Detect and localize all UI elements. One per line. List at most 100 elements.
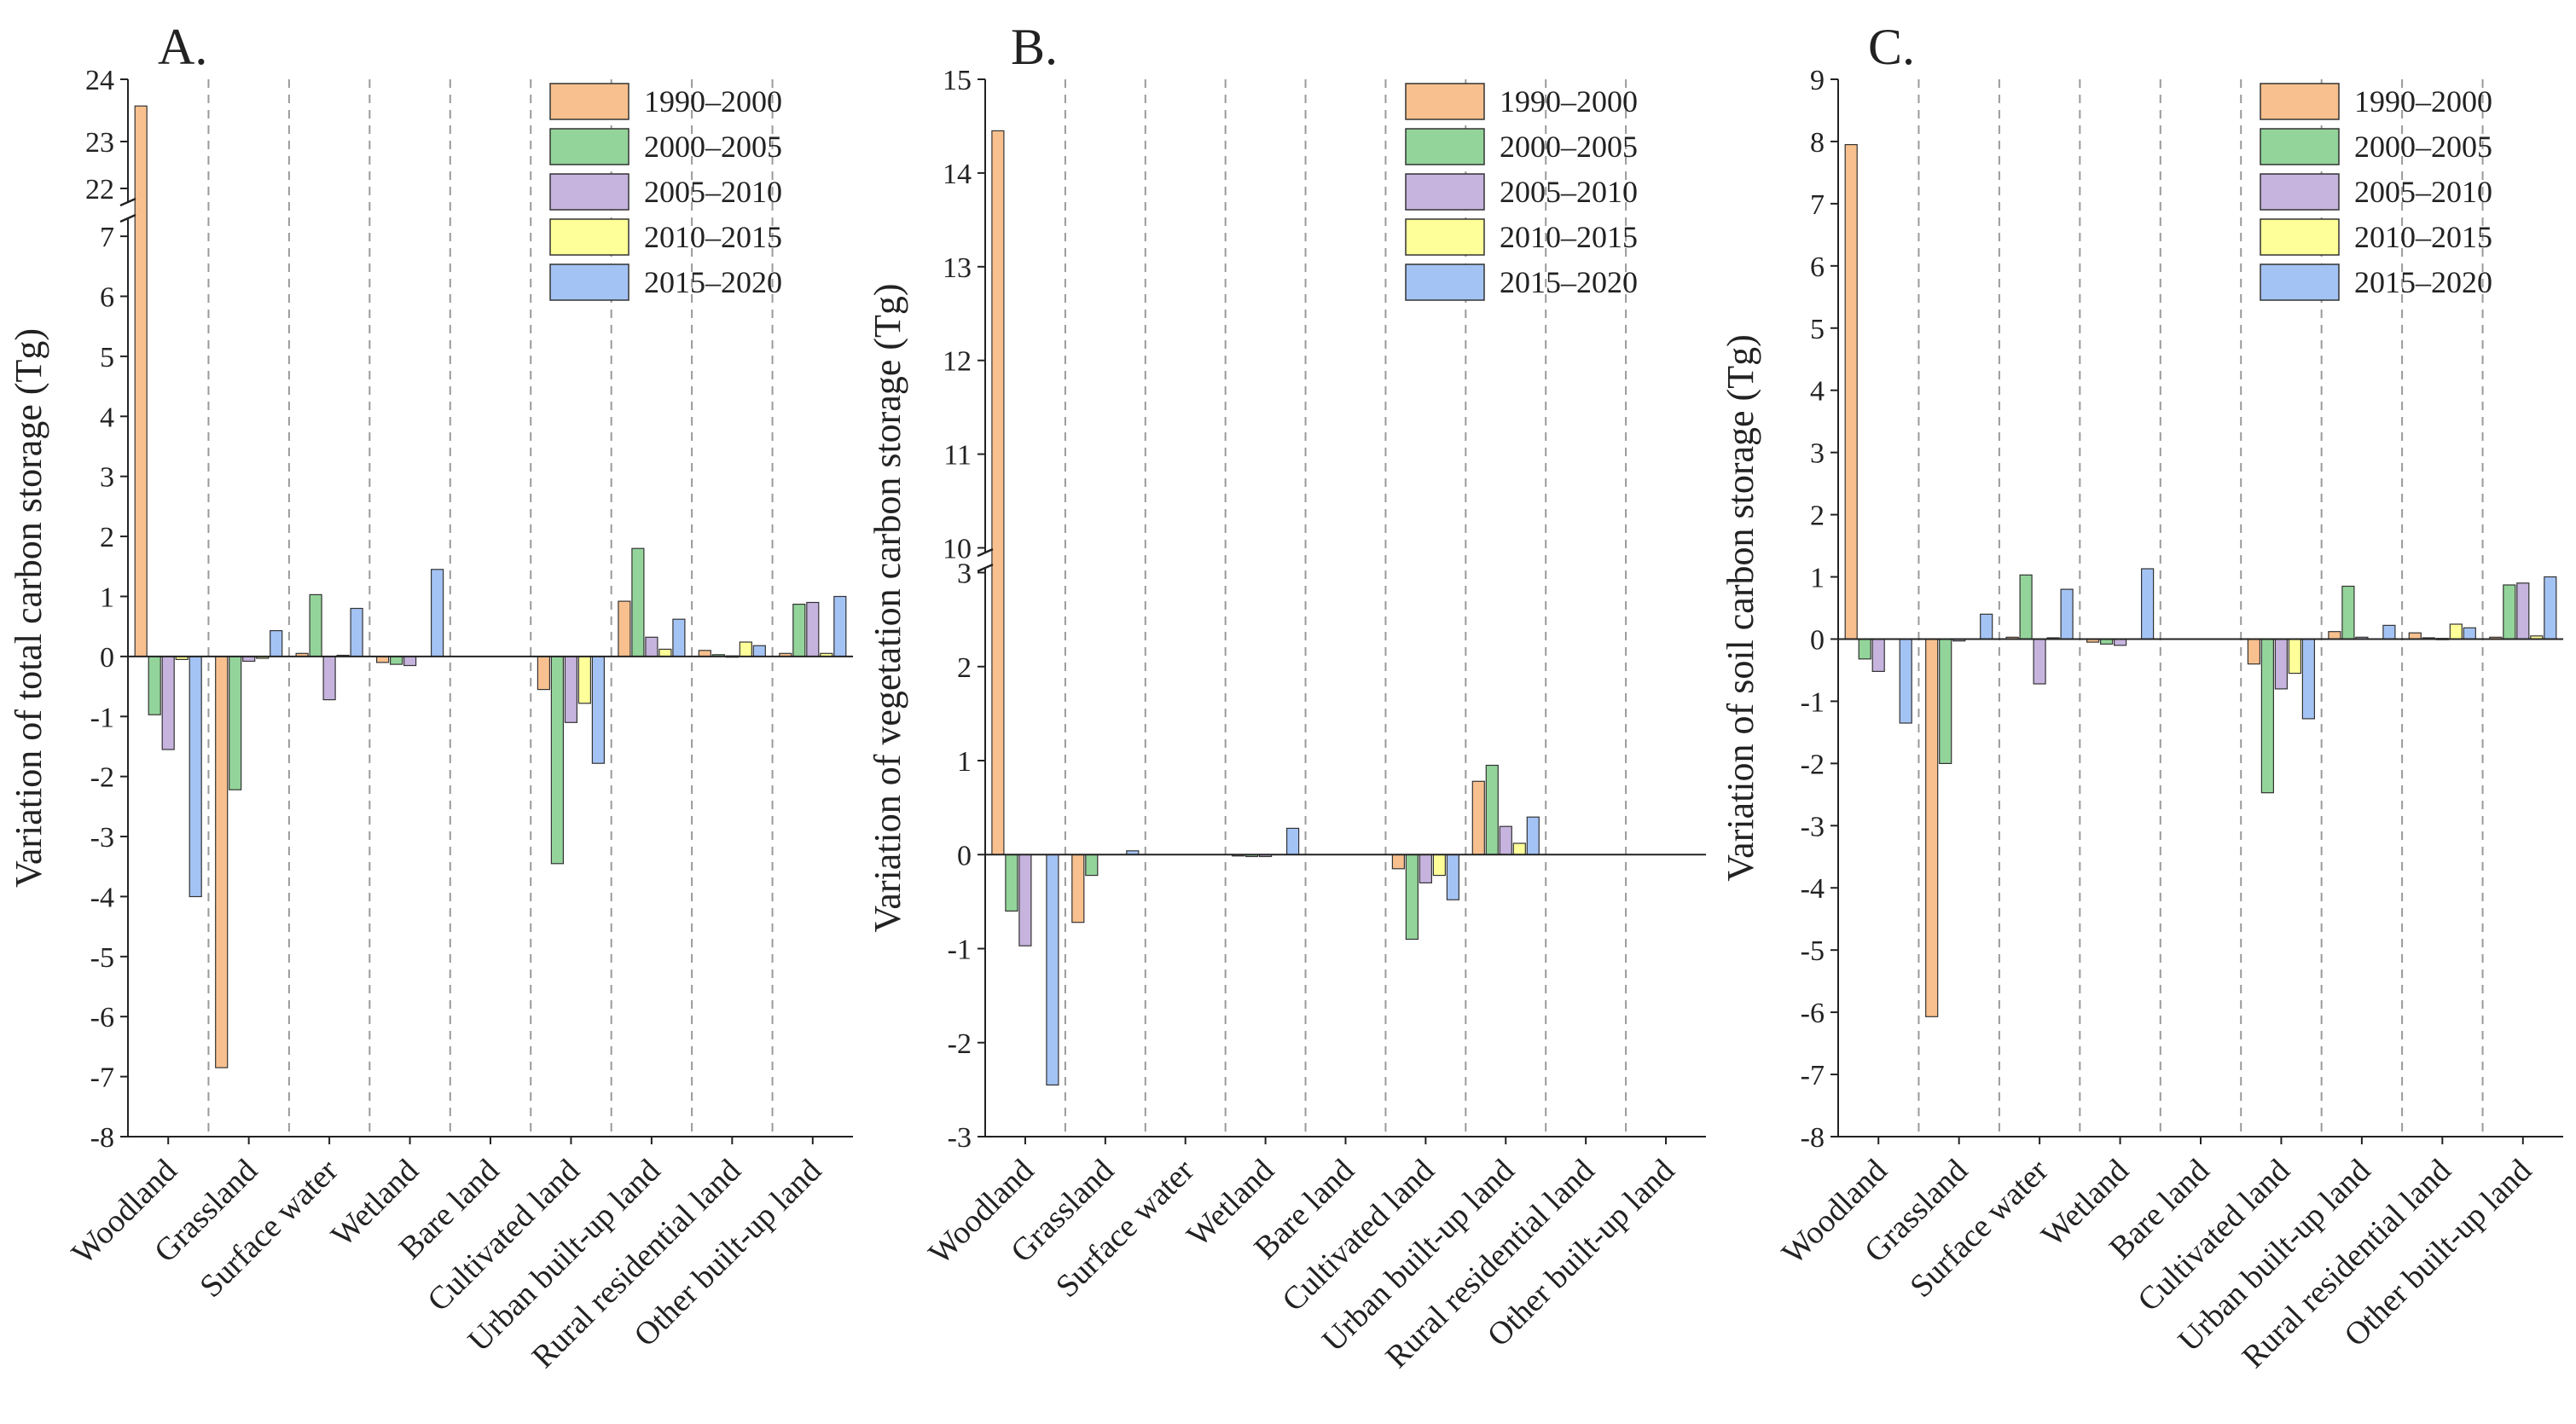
bar: [229, 656, 242, 790]
legend-entry-label: 2010–2015: [644, 220, 782, 254]
bar: [1085, 854, 1099, 877]
legend-swatch: [2260, 263, 2340, 301]
bar: [2033, 638, 2046, 685]
bar: [1512, 842, 1526, 855]
bar: [739, 641, 752, 657]
legend-entry-label: 2000–2005: [644, 130, 782, 164]
y-tick-label: -7: [1801, 1060, 1825, 1091]
legend-swatch: [2260, 173, 2340, 211]
y-tick-label: 1: [100, 582, 114, 613]
bar: [2060, 588, 2074, 640]
bar: [2544, 576, 2557, 640]
legend-entry-label: 2015–2020: [644, 265, 782, 299]
y-tick-label: 4: [100, 402, 114, 433]
bar: [2274, 638, 2288, 690]
chart-panel-1: -8-7-6-5-4-3-2-101234567222324WoodlandGr…: [8, 19, 853, 1375]
y-tick-label: -1: [1801, 686, 1825, 718]
y-tick-label: -2: [90, 762, 114, 794]
bar: [2408, 632, 2422, 640]
bar: [2328, 631, 2341, 640]
bar: [752, 645, 766, 657]
y-tick-label: 3: [100, 462, 114, 494]
y-tick-label: -6: [1801, 998, 1825, 1029]
bar: [672, 618, 686, 657]
bar: [833, 595, 847, 657]
bar: [537, 656, 551, 691]
bar: [991, 130, 1005, 855]
bar: [659, 648, 672, 657]
legend-entry-label: 2015–2020: [2354, 265, 2492, 299]
bar: [1432, 854, 1447, 877]
bar: [215, 656, 229, 1068]
legend-entry-label: 1990–2000: [1500, 84, 1638, 119]
bar: [1419, 854, 1433, 883]
bar: [2141, 568, 2155, 640]
y-tick-label: 0: [1810, 624, 1825, 656]
legend-swatch: [1405, 128, 1485, 165]
y-tick-label: 6: [100, 282, 114, 314]
y-tick-label: 2: [1810, 501, 1825, 532]
y-tick-label: -5: [90, 942, 114, 974]
bar: [1005, 854, 1018, 912]
y-tick-label: 9: [1810, 65, 1825, 96]
bar: [309, 593, 322, 657]
y-tick-label: 15: [943, 65, 972, 96]
y-tick-label: 0: [100, 642, 114, 674]
panel-label: B.: [1011, 19, 1058, 75]
bar: [618, 600, 631, 657]
bar: [2449, 623, 2463, 640]
axis-break-mark: [977, 547, 994, 558]
y-tick-label: 2: [957, 652, 972, 684]
legend-swatch: [1405, 83, 1485, 120]
y-tick-label: -4: [90, 882, 114, 913]
panel-label: A.: [158, 19, 207, 75]
y-tick-label: 2: [100, 522, 114, 553]
bar: [1485, 764, 1499, 855]
bar: [550, 656, 565, 865]
legend-swatch: [549, 83, 629, 120]
y-tick-label: -7: [90, 1062, 114, 1094]
bar: [792, 603, 806, 657]
panel-label: C.: [1868, 19, 1915, 75]
bar: [577, 656, 592, 704]
bar: [1046, 854, 1059, 1085]
legend: 1990–2000 2000–2005 2005–2010 2010–2015 2015…: [2260, 83, 2492, 301]
bar: [698, 650, 711, 657]
legend: 1990–2000 2000–2005 2005–2010 2010–2015 2015…: [549, 83, 782, 301]
legend-swatch: [1405, 173, 1485, 211]
bar: [806, 601, 820, 657]
bar: [645, 636, 659, 657]
y-tick-label: -5: [1801, 935, 1825, 967]
bar: [431, 569, 444, 657]
bar: [2288, 638, 2301, 674]
y-tick-label: 1: [957, 746, 972, 778]
bar: [2503, 584, 2516, 640]
bar: [1980, 613, 1993, 640]
y-tick-label: 11: [943, 440, 972, 472]
bar: [1939, 638, 1952, 764]
legend-swatch: [2260, 83, 2340, 120]
legend-entry-label: 2005–2010: [1500, 175, 1638, 209]
bar: [2341, 585, 2355, 640]
axis-break-mark: [977, 563, 994, 573]
bar: [591, 656, 606, 764]
chart-panel-3: -8-7-6-5-4-3-2-10123456789WoodlandGrassl…: [1720, 19, 2563, 1375]
y-tick-label: 7: [1810, 189, 1825, 221]
y-tick-label: 4: [1810, 376, 1825, 408]
y-tick-label: 3: [957, 559, 972, 590]
legend-entry-label: 1990–2000: [644, 84, 782, 119]
legend-swatch: [1405, 263, 1485, 301]
y-tick-label: 5: [100, 342, 114, 373]
y-tick-label: 5: [1810, 314, 1825, 345]
bar: [390, 656, 403, 665]
y-tick-label: 7: [100, 222, 114, 253]
legend: 1990–2000 2000–2005 2005–2010 2010–2015 2015…: [1405, 83, 1638, 301]
legend-entry-label: 1990–2000: [2354, 84, 2492, 119]
legend-entry-label: 2005–2010: [2354, 175, 2492, 209]
bar: [134, 105, 148, 657]
bar: [2114, 638, 2127, 646]
legend-swatch: [549, 263, 629, 301]
y-tick-label: -1: [948, 935, 972, 966]
legend-swatch: [549, 218, 629, 256]
bar: [2019, 574, 2033, 640]
